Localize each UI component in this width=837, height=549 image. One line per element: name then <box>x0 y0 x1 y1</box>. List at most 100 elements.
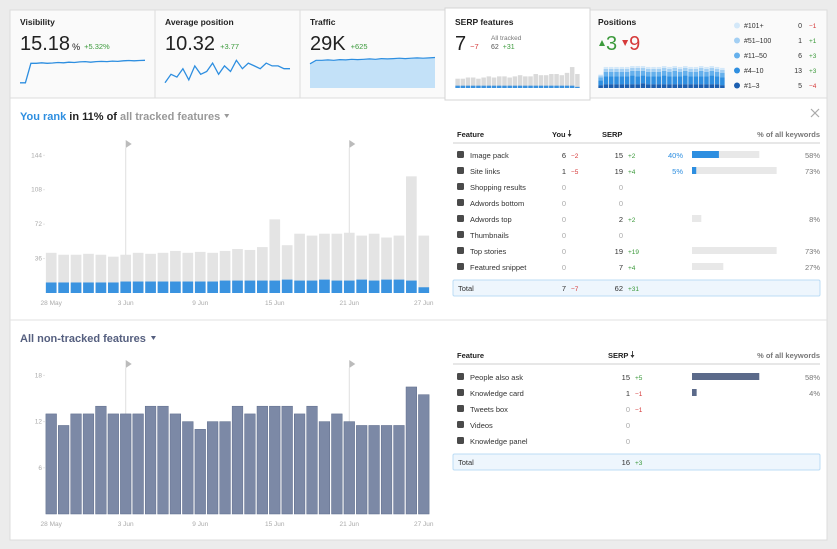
bar <box>677 84 683 88</box>
serp-count: 7 <box>619 263 623 272</box>
legend-swatch <box>734 22 740 29</box>
keywords-bar <box>692 373 760 380</box>
feature-icon <box>457 199 464 206</box>
bar <box>393 425 405 515</box>
bar <box>460 78 466 88</box>
legend-label: #11–50 <box>744 53 767 60</box>
flag <box>349 360 356 368</box>
bar <box>693 66 699 69</box>
bar <box>497 85 502 88</box>
bar <box>497 76 502 88</box>
serp-count: 0 <box>626 405 630 414</box>
bar <box>144 405 157 515</box>
bar <box>554 85 559 88</box>
bar <box>45 413 57 515</box>
section-heading[interactable]: All non-tracked features <box>20 333 146 345</box>
bar <box>619 68 625 72</box>
bar <box>603 71 609 77</box>
bar <box>619 76 625 85</box>
widget-value: 10.32 <box>165 33 215 55</box>
feature-icon <box>457 151 464 158</box>
keywords-bar <box>692 215 702 222</box>
bar <box>182 252 194 293</box>
bar <box>523 85 528 88</box>
bar <box>619 71 625 77</box>
bar <box>405 386 417 515</box>
bar <box>640 70 646 76</box>
sparkline <box>20 59 146 84</box>
bar <box>486 85 492 88</box>
bar <box>672 76 678 85</box>
keywords-label: 27% <box>805 263 820 272</box>
close-button[interactable] <box>810 108 820 118</box>
bar <box>688 66 693 69</box>
widget-change: +625 <box>351 42 368 51</box>
bar <box>608 76 614 85</box>
bar <box>630 66 635 68</box>
bar <box>70 413 82 515</box>
bar <box>512 85 518 88</box>
positions-down: 9 <box>629 33 640 55</box>
keywords-label: 58% <box>805 373 820 382</box>
bar <box>244 280 256 293</box>
bar <box>720 69 725 73</box>
bar <box>640 66 646 68</box>
bar <box>83 282 94 293</box>
keywords-label: 4% <box>809 389 820 398</box>
bar <box>554 74 559 88</box>
feature-icon <box>457 183 464 190</box>
bar <box>608 68 614 72</box>
bar <box>331 233 343 293</box>
bar <box>368 280 380 293</box>
bar <box>651 71 656 77</box>
bar <box>269 280 281 293</box>
bar <box>256 247 268 293</box>
bar <box>645 68 651 72</box>
filter-dropdown[interactable]: all tracked features <box>120 111 220 123</box>
bar <box>656 84 662 88</box>
bar <box>698 66 704 68</box>
bar <box>698 70 704 77</box>
change: +2 <box>628 217 636 224</box>
bar <box>698 84 704 88</box>
bar <box>507 85 512 88</box>
sparkline <box>164 59 290 84</box>
bar <box>470 77 476 88</box>
bar <box>569 67 575 88</box>
bar <box>219 421 231 515</box>
widget-title: Visibility <box>20 17 55 27</box>
column-header: SERP <box>608 351 628 360</box>
bar <box>132 252 144 293</box>
bar <box>704 68 709 72</box>
bar <box>269 219 281 293</box>
section-heading: You rank <box>20 111 67 123</box>
change: +19 <box>628 249 639 256</box>
bar <box>533 74 538 88</box>
serp-count: 0 <box>626 421 630 430</box>
bar <box>677 68 683 72</box>
legend-swatch <box>734 37 740 44</box>
bar <box>528 76 533 88</box>
bar <box>614 84 619 88</box>
bar <box>672 66 678 68</box>
bar <box>688 84 693 88</box>
bar <box>232 249 243 293</box>
bar <box>661 67 667 71</box>
widget-change: +31 <box>503 44 515 51</box>
bar <box>683 75 688 85</box>
feature-icon <box>457 437 464 444</box>
change: +4 <box>628 169 636 176</box>
bar <box>455 78 460 88</box>
feature-icon <box>457 421 464 428</box>
bar <box>630 75 635 85</box>
bar <box>170 250 181 293</box>
legend-change: −1 <box>809 23 817 30</box>
bar <box>294 280 305 293</box>
feature-name: Image pack <box>470 151 509 160</box>
bar <box>194 429 206 515</box>
bar <box>651 68 656 72</box>
bar <box>714 76 720 85</box>
bar <box>693 71 699 77</box>
bar <box>58 425 70 515</box>
